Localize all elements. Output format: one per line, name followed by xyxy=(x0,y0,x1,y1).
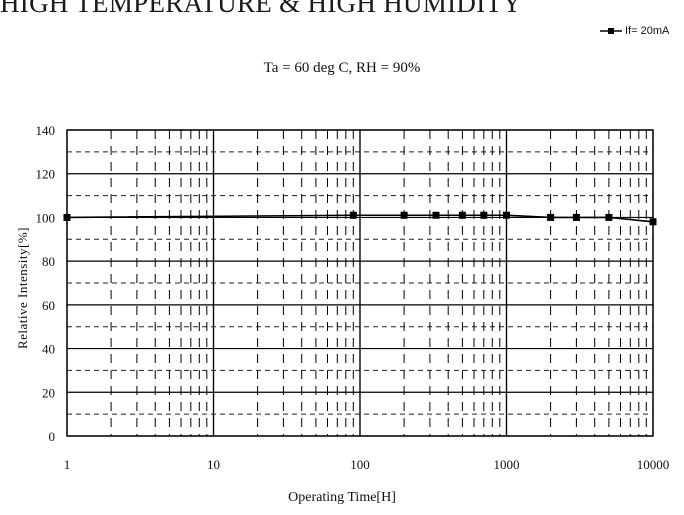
y-tick-label: 100 xyxy=(36,210,56,225)
data-point xyxy=(649,218,657,226)
legend-marker-icon xyxy=(600,28,622,34)
x-tick-label: 10 xyxy=(207,457,220,472)
legend-label: If= 20mA xyxy=(625,25,670,37)
x-tick-label: 10000 xyxy=(637,457,670,472)
data-point xyxy=(458,211,466,219)
data-point xyxy=(63,213,71,221)
x-axis-label: Operating Time[H] xyxy=(288,490,396,505)
y-tick-label: 140 xyxy=(36,123,56,138)
data-point xyxy=(503,211,510,219)
data-point xyxy=(480,211,488,219)
chart-title: Ta = 60 deg C, RH = 90% xyxy=(263,60,421,76)
x-tick-label: 1000 xyxy=(494,457,520,472)
data-point xyxy=(432,211,440,219)
data-point xyxy=(400,211,408,219)
data-point xyxy=(572,213,580,221)
x-tick-label: 100 xyxy=(350,457,370,472)
legend: If= 20mA xyxy=(600,25,669,37)
x-tick-label: 1 xyxy=(64,457,71,472)
y-tick-label: 20 xyxy=(42,385,55,400)
page-heading: HIGH TEMPERATURE & HIGH HUMIDITY xyxy=(0,0,523,18)
y-tick-label: 80 xyxy=(42,254,55,269)
y-tick-label: 40 xyxy=(42,342,55,357)
data-point xyxy=(349,211,357,219)
y-axis-label: Relative Intensity[%] xyxy=(15,226,30,350)
y-tick-label: 60 xyxy=(42,298,55,313)
data-point xyxy=(547,213,555,221)
y-tick-label: 120 xyxy=(36,167,56,182)
plot-border xyxy=(66,129,654,437)
y-tick-label: 0 xyxy=(49,429,56,444)
data-point xyxy=(605,213,613,221)
